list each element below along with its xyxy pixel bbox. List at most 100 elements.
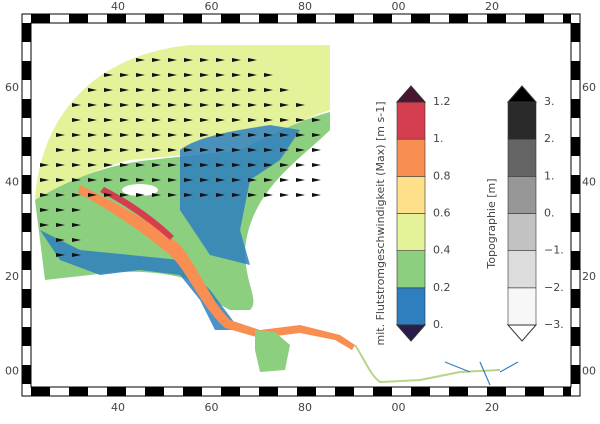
arrow	[248, 193, 257, 197]
arrow	[88, 133, 97, 137]
colorbar-label: −3.	[544, 318, 564, 331]
arrow	[120, 148, 129, 152]
x-tick-label: 80	[298, 0, 312, 13]
colorbar-label: 0.8	[433, 169, 451, 182]
colorbar-label: 0.2	[433, 281, 451, 294]
arrow	[248, 103, 257, 107]
arrow	[152, 148, 161, 152]
arrow	[264, 133, 273, 137]
arrow	[280, 103, 289, 107]
arrow	[168, 103, 177, 107]
arrow	[56, 238, 65, 242]
arrow	[152, 118, 161, 122]
arrow	[72, 193, 81, 197]
arrow	[280, 118, 289, 122]
colorbar-low	[395, 324, 427, 342]
arrow	[232, 148, 241, 152]
arrow	[184, 133, 193, 137]
arrow	[184, 148, 193, 152]
arrow	[200, 58, 209, 62]
arrow	[152, 178, 161, 182]
arrow	[40, 208, 49, 212]
border-block	[449, 14, 468, 23]
border-block	[145, 387, 164, 396]
velocity-arrows	[40, 58, 321, 257]
harbour-flats	[255, 330, 290, 372]
arrow	[168, 163, 177, 167]
arrow	[248, 163, 257, 167]
x-tick-label: 60	[205, 0, 219, 13]
arrow	[168, 178, 177, 182]
colorbar-segment	[507, 176, 537, 214]
border-block	[571, 99, 580, 118]
y-tick-label: 00	[5, 365, 19, 378]
border-block	[69, 387, 88, 396]
arrow	[104, 178, 113, 182]
river	[354, 344, 501, 384]
fast-channel	[100, 187, 174, 240]
open-sea	[35, 45, 330, 200]
border-block	[571, 327, 580, 346]
arrow	[88, 148, 97, 152]
arrow	[216, 103, 225, 107]
arrow	[248, 178, 257, 182]
arrow	[56, 253, 65, 257]
arrow	[72, 223, 81, 227]
arrow	[296, 103, 305, 107]
arrow	[136, 103, 145, 107]
arrow	[120, 163, 129, 167]
border-block	[297, 14, 316, 23]
colorbar-label: 0.4	[433, 244, 451, 257]
border-block	[571, 213, 580, 232]
arrow	[56, 223, 65, 227]
arrow	[296, 193, 305, 197]
arrow	[168, 133, 177, 137]
main-channel	[78, 185, 355, 350]
arrow	[248, 118, 257, 122]
arrow	[280, 148, 289, 152]
y-tick-label: 60	[582, 81, 596, 94]
arrow	[200, 193, 209, 197]
arrow	[152, 58, 161, 62]
arrow	[296, 163, 305, 167]
border-block	[221, 14, 240, 23]
arrow	[232, 58, 241, 62]
x-tick-label: 20	[485, 0, 499, 13]
arrow	[312, 118, 321, 122]
arrow	[248, 133, 257, 137]
arrow	[184, 193, 193, 197]
colorbar-label: 0.	[544, 207, 555, 220]
colorbar-label: 3.	[544, 95, 555, 108]
arrow	[264, 178, 273, 182]
arrow	[104, 193, 113, 197]
colorbar-segment	[507, 138, 537, 177]
arrow	[136, 178, 145, 182]
border-block	[31, 387, 50, 396]
arrow	[232, 103, 241, 107]
arrow	[136, 193, 145, 197]
arrow	[136, 88, 145, 92]
colorbar-label: 2.	[544, 132, 555, 145]
arrow	[184, 88, 193, 92]
arrow	[264, 193, 273, 197]
arrow	[104, 148, 113, 152]
arrow	[216, 73, 225, 77]
arrow	[88, 118, 97, 122]
x-tick-label: 80	[298, 401, 312, 414]
border-block	[373, 14, 392, 23]
arrow	[216, 148, 225, 152]
arrow	[216, 58, 225, 62]
arrow	[200, 178, 209, 182]
arrow	[104, 163, 113, 167]
border-block	[22, 99, 31, 118]
arrow	[72, 133, 81, 137]
arrow	[88, 193, 97, 197]
border-block	[571, 251, 580, 270]
border-block	[449, 387, 468, 396]
arrow	[248, 88, 257, 92]
colorbar-label: −1.	[544, 244, 564, 257]
arrow	[120, 103, 129, 107]
arrow	[264, 73, 273, 77]
arrow	[184, 73, 193, 77]
arrow	[200, 118, 209, 122]
